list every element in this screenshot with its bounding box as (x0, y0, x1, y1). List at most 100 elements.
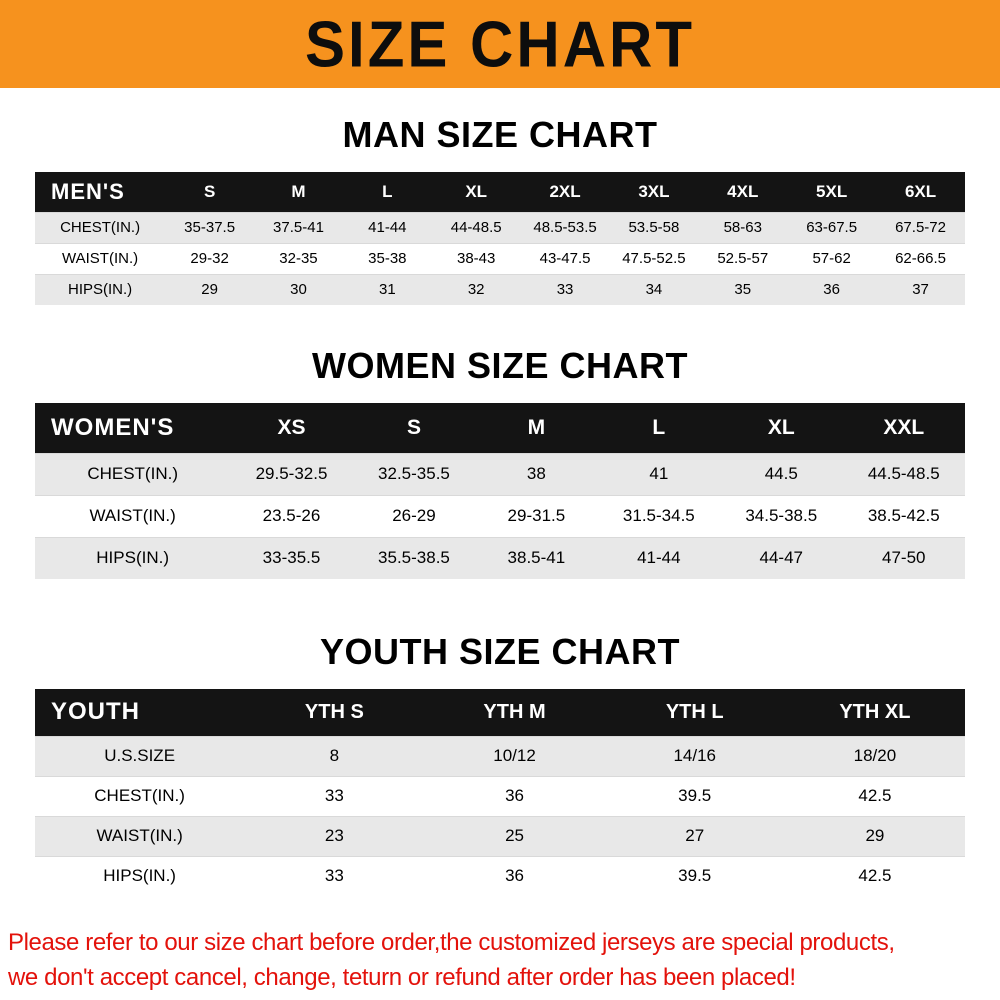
footer-line-2: we don't accept cancel, change, teturn o… (8, 963, 796, 991)
table-cell: 41-44 (637, 548, 681, 568)
table-cell: 42.5 (858, 786, 892, 805)
table-cell: 10/12 (493, 746, 536, 765)
table-cell: 62-66.5 (895, 250, 946, 267)
table-cell: 29 (201, 281, 218, 299)
table-cell: 33 (556, 281, 574, 299)
table-cell: 48.5-53.5 (533, 219, 597, 236)
table-cell: 25 (505, 826, 524, 845)
table-header-row: YOUTH YTH S YTH M YTH L YTH XL (35, 689, 965, 736)
table-cell: 47.5-52.5 (622, 250, 686, 267)
size-column-header: YTH L (665, 700, 724, 723)
row-label: U.S.SIZE (104, 746, 176, 765)
table-cell: 38-43 (457, 250, 496, 267)
table-cell: 32-35 (279, 250, 318, 267)
size-column-header: 2XL (549, 181, 581, 201)
man-size-chart-heading: MAN SIZE CHART (342, 114, 658, 155)
table-cell: 44-48.5 (450, 219, 502, 236)
table-cell: 42.5 (858, 866, 892, 886)
section-youth: YOUTH SIZE CHART YOUTH YTH S YTH M YTH L YTH… (0, 631, 1000, 896)
table-cell: 37.5-41 (273, 219, 324, 236)
table-cell: 63-67.5 (806, 219, 858, 236)
table-cell: 41-44 (368, 219, 407, 236)
row-label: HIPS(IN.) (68, 281, 133, 299)
table-cell: 29-32 (190, 250, 229, 267)
section-men: MAN SIZE CHART MEN'S S M L XL 2XL 3XL 4XL 5XL 6XL… (0, 114, 1000, 305)
table-row: WAIST(IN.) 29-32 32-35 35-38 38-43 43-47.5 47.… (35, 243, 965, 274)
table-cell: 29-31.5 (507, 506, 566, 525)
table-row: HIPS(IN.) 33 36 39.5 42.5 (35, 856, 965, 896)
table-header-label: YOUTH (51, 698, 140, 726)
table-cell: 41 (649, 464, 669, 483)
table-row: WAIST(IN.) 23 25 27 29 (35, 816, 965, 856)
row-label: HIPS(IN.) (103, 866, 176, 886)
size-column-header: M (291, 181, 306, 201)
table-cell: 31.5-34.5 (622, 506, 695, 525)
youth-size-table: YOUTH YTH S YTH M YTH L YTH XL U.S.SIZE 8 10/12… (35, 689, 965, 896)
table-cell: 23.5-26 (262, 506, 321, 525)
table-cell: 8 (329, 746, 340, 765)
footer-line-1: Please refer to our size chart before or… (8, 929, 895, 956)
size-column-header: XS (277, 415, 306, 439)
row-label: WAIST(IN.) (96, 826, 183, 845)
size-column-header: 5XL (816, 181, 848, 201)
table-cell: 38.5-42.5 (867, 506, 940, 525)
table-header-label: WOMEN'S (51, 413, 175, 441)
table-cell: 31 (378, 281, 396, 299)
table-header-row: MEN'S S M L XL 2XL 3XL 4XL 5XL 6XL (35, 172, 965, 212)
table-row: U.S.SIZE 8 10/12 14/16 18/20 (35, 736, 965, 776)
table-cell: 38 (526, 464, 546, 483)
section-women: WOMEN SIZE CHART WOMEN'S XS S M L XL XXL CHEST(… (0, 345, 1000, 579)
table-cell: 33-35.5 (262, 548, 321, 568)
table-cell: 29 (865, 826, 885, 845)
table-cell: 57-62 (812, 250, 851, 267)
row-label: WAIST(IN.) (62, 250, 139, 267)
size-column-header: 6XL (904, 181, 937, 201)
table-cell: 35.5-38.5 (378, 548, 450, 568)
size-column-header: L (652, 415, 666, 439)
row-label: CHEST(IN.) (87, 464, 178, 483)
table-cell: 36 (505, 866, 524, 886)
size-column-header: YTH S (304, 700, 364, 723)
table-cell: 23 (324, 826, 344, 845)
table-cell: 18/20 (853, 746, 897, 765)
table-cell: 35-38 (368, 250, 407, 267)
table-cell: 43-47.5 (539, 250, 591, 267)
table-cell: 27 (685, 826, 705, 845)
size-column-header: XXL (883, 415, 925, 439)
table-cell: 30 (290, 281, 307, 299)
row-label: CHEST(IN.) (60, 219, 141, 236)
size-column-header: M (527, 415, 546, 439)
table-row: CHEST(IN.) 35-37.5 37.5-41 41-44 44-48.5 48.5… (35, 212, 965, 243)
men-size-table: MEN'S S M L XL 2XL 3XL 4XL 5XL 6XL CHEST(IN.) 35-37… (35, 172, 965, 305)
table-header-label: MEN'S (51, 178, 125, 204)
size-column-header: YTH XL (839, 700, 911, 723)
table-cell: 34.5-38.5 (745, 506, 818, 525)
table-cell: 39.5 (678, 866, 712, 886)
table-cell: 37 (912, 281, 929, 299)
row-label: WAIST(IN.) (89, 506, 176, 525)
size-column-header: XL (465, 181, 488, 201)
table-cell: 39.5 (678, 786, 712, 805)
size-column-header: S (406, 415, 421, 439)
size-column-header: 3XL (638, 181, 670, 201)
table-cell: 34 (645, 281, 663, 299)
page-title: SIZE CHART (305, 7, 695, 81)
youth-size-chart-heading: YOUTH SIZE CHART (319, 631, 680, 672)
footer-note: Please refer to our size chart before or… (8, 926, 990, 996)
size-column-header: 4XL (727, 181, 759, 201)
table-cell: 44-47 (759, 548, 803, 568)
table-cell: 32.5-35.5 (378, 464, 450, 483)
row-label: HIPS(IN.) (96, 548, 170, 568)
table-row: HIPS(IN.) 33-35.5 35.5-38.5 38.5-41 41-44 44-… (35, 537, 965, 579)
table-row: WAIST(IN.) 23.5-26 26-29 29-31.5 31.5-34.5 34… (35, 495, 965, 537)
table-cell: 35 (734, 281, 752, 299)
size-column-header: L (382, 181, 393, 201)
table-header-row: WOMEN'S XS S M L XL XXL (35, 403, 965, 453)
size-column-header: S (203, 181, 216, 201)
table-cell: 14/16 (673, 746, 716, 765)
row-label: CHEST(IN.) (94, 786, 185, 805)
table-cell: 36 (505, 786, 524, 805)
table-cell: 33 (324, 866, 344, 886)
table-cell: 36 (823, 281, 840, 299)
